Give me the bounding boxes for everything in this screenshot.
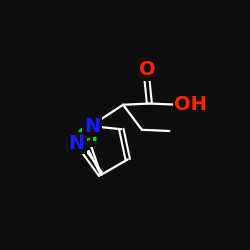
Text: N: N	[69, 134, 85, 153]
Text: OH: OH	[174, 95, 207, 114]
Text: N: N	[84, 116, 100, 136]
Text: Cl: Cl	[77, 126, 98, 145]
Text: O: O	[139, 60, 156, 79]
